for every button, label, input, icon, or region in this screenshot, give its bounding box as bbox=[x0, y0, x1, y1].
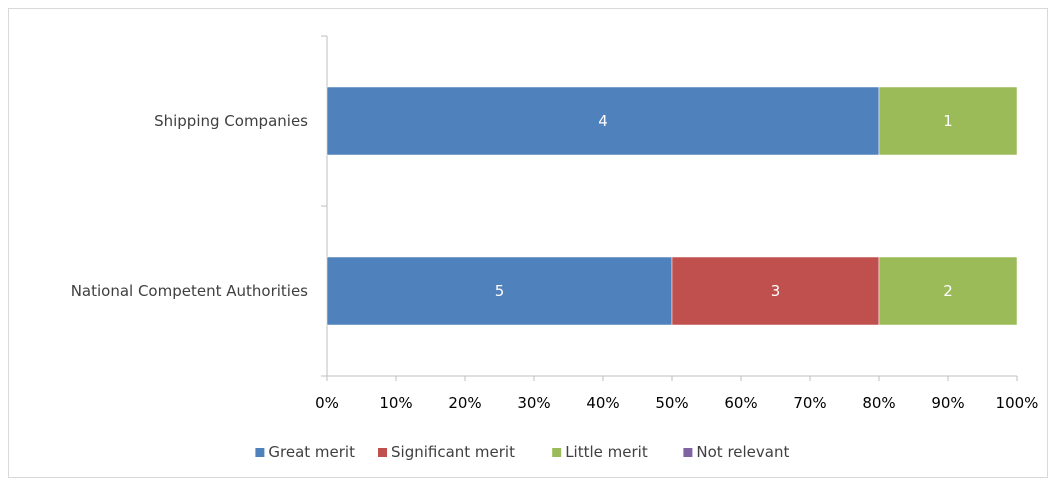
x-tick-label: 90% bbox=[931, 394, 964, 412]
x-tick-label: 80% bbox=[862, 394, 895, 412]
category-label: National Competent Authorities bbox=[71, 282, 308, 300]
bar-segment bbox=[326, 86, 880, 156]
data-label: 2 bbox=[943, 282, 953, 300]
data-label: 5 bbox=[495, 282, 505, 300]
x-tick-label: 30% bbox=[517, 394, 550, 412]
data-label: 3 bbox=[771, 282, 781, 300]
legend-entry: Great merit bbox=[268, 443, 355, 461]
x-tick-label: 20% bbox=[448, 394, 481, 412]
x-tick-label: 40% bbox=[586, 394, 619, 412]
x-tick-label: 0% bbox=[315, 394, 339, 412]
x-tick-label: 50% bbox=[655, 394, 688, 412]
x-tick-label: 70% bbox=[793, 394, 826, 412]
legend-entry: Significant merit bbox=[391, 443, 515, 461]
x-tick-label: 10% bbox=[379, 394, 412, 412]
data-label: 4 bbox=[598, 112, 608, 130]
legend-swatch bbox=[552, 448, 562, 457]
category-label: Shipping Companies bbox=[154, 112, 308, 130]
x-tick-label: 100% bbox=[996, 394, 1039, 412]
bar-segment bbox=[878, 256, 1018, 326]
legend-swatch bbox=[255, 448, 265, 457]
x-tick-label: 60% bbox=[724, 394, 757, 412]
data-label: 1 bbox=[943, 112, 953, 130]
bar-segment bbox=[878, 86, 1018, 156]
legend-swatch bbox=[683, 448, 693, 457]
bar-segment bbox=[326, 256, 673, 326]
chart-frame bbox=[8, 8, 1048, 478]
legend-entry: Little merit bbox=[565, 443, 648, 461]
legend-entry: Not relevant bbox=[696, 443, 789, 461]
legend-swatch bbox=[378, 448, 387, 457]
bar-segment bbox=[671, 256, 880, 326]
